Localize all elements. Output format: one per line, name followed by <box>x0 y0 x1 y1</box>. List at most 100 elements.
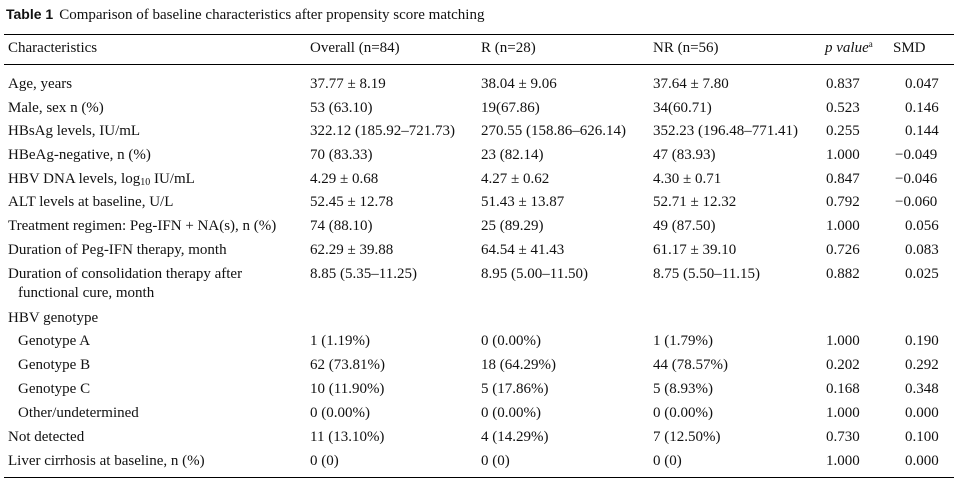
table-title: Comparison of baseline characteristics a… <box>59 7 485 23</box>
cell-r: 0 (0) <box>481 453 510 469</box>
cell-smd: 0.056 <box>905 218 939 234</box>
cell-p: 0.730 <box>826 429 860 445</box>
cell-nr: 49 (87.50) <box>653 218 716 234</box>
cell-p: 1.000 <box>826 147 860 163</box>
cell-nr: 4.30 ± 0.71 <box>653 171 722 187</box>
cell-overall: 0 (0) <box>310 453 339 469</box>
cell-overall: 0 (0.00%) <box>310 405 370 421</box>
cell-nr: 7 (12.50%) <box>653 429 721 445</box>
cell-p: 1.000 <box>826 453 860 469</box>
cell-nr: 61.17 ± 39.10 <box>653 242 737 258</box>
cell-r: 4.27 ± 0.62 <box>481 171 550 187</box>
cell-p: 1.000 <box>826 218 860 234</box>
cell-smd: 0.190 <box>905 333 939 349</box>
table-caption: Table 1 Comparison of baseline characteri… <box>6 6 484 24</box>
row-label: Age, years <box>8 76 73 92</box>
header-smd: SMD <box>893 40 926 56</box>
cell-overall: 1 (1.19%) <box>310 333 370 349</box>
cell-smd: −0.049 <box>895 147 938 163</box>
cell-nr: 47 (83.93) <box>653 147 716 163</box>
cell-p: 0.255 <box>826 123 860 139</box>
row-group-label: HBV genotype <box>8 310 99 326</box>
cell-smd: 0.083 <box>905 242 939 258</box>
cell-overall: 70 (83.33) <box>310 147 373 163</box>
cell-r: 0 (0.00%) <box>481 333 541 349</box>
cell-p: 0.168 <box>826 381 860 397</box>
cell-overall: 11 (13.10%) <box>310 429 385 445</box>
row-label: Genotype A <box>18 333 91 349</box>
cell-p: 0.202 <box>826 357 860 373</box>
cell-smd: 0.000 <box>905 405 939 421</box>
cell-nr: 0 (0.00%) <box>653 405 713 421</box>
row-label: HBV DNA levels, log10 IU/mL <box>8 171 195 188</box>
cell-r: 64.54 ± 41.43 <box>481 242 565 258</box>
cell-p: 0.837 <box>826 76 860 92</box>
cell-p: 0.882 <box>826 266 860 282</box>
cell-nr: 34(60.71) <box>653 100 712 116</box>
cell-overall: 62 (73.81%) <box>310 357 385 373</box>
cell-overall: 52.45 ± 12.78 <box>310 194 394 210</box>
cell-r: 23 (82.14) <box>481 147 544 163</box>
row-label: Other/undetermined <box>18 405 139 421</box>
cell-r: 18 (64.29%) <box>481 357 556 373</box>
cell-r: 51.43 ± 13.87 <box>481 194 565 210</box>
row-label: Treatment regimen: Peg-IFN + NA(s), n (%… <box>8 218 277 234</box>
cell-smd: −0.060 <box>895 194 938 210</box>
row-label: Duration of consolidation therapy after <box>8 266 243 282</box>
cell-r: 8.95 (5.00–11.50) <box>481 266 588 282</box>
cell-overall: 74 (88.10) <box>310 218 373 234</box>
cell-nr: 52.71 ± 12.32 <box>653 194 737 210</box>
cell-nr: 44 (78.57%) <box>653 357 728 373</box>
cell-smd: 0.100 <box>905 429 939 445</box>
cell-smd: 0.146 <box>905 100 939 116</box>
cell-p: 1.000 <box>826 333 860 349</box>
cell-nr: 5 (8.93%) <box>653 381 713 397</box>
cell-nr: 352.23 (196.48–771.41) <box>653 123 798 139</box>
row-label: Genotype B <box>18 357 91 373</box>
row-label: Duration of Peg-IFN therapy, month <box>8 242 227 258</box>
cell-overall: 62.29 ± 39.88 <box>310 242 394 258</box>
cell-overall: 37.77 ± 8.19 <box>310 76 386 92</box>
cell-r: 0 (0.00%) <box>481 405 541 421</box>
cell-nr: 8.75 (5.50–11.15) <box>653 266 760 282</box>
cell-r: 25 (89.29) <box>481 218 544 234</box>
cell-r: 38.04 ± 9.06 <box>481 76 557 92</box>
header-characteristics: Characteristics <box>8 40 98 56</box>
header-p-value: p valuea <box>825 39 873 57</box>
cell-overall: 4.29 ± 0.68 <box>310 171 379 187</box>
cell-p: 0.523 <box>826 100 860 116</box>
row-label: HBeAg-negative, n (%) <box>8 147 151 163</box>
row-label: ALT levels at baseline, U/L <box>8 194 174 210</box>
row-label: Not detected <box>8 429 85 445</box>
cell-smd: 0.292 <box>905 357 939 373</box>
cell-r: 270.55 (158.86–626.14) <box>481 123 626 139</box>
cell-smd: 0.047 <box>905 76 939 92</box>
cell-nr: 1 (1.79%) <box>653 333 713 349</box>
cell-nr: 0 (0) <box>653 453 682 469</box>
row-label: Male, sex n (%) <box>8 100 104 116</box>
cell-r: 19(67.86) <box>481 100 540 116</box>
cell-p: 0.847 <box>826 171 860 187</box>
row-label-continued: functional cure, month <box>18 285 155 301</box>
cell-r: 5 (17.86%) <box>481 381 549 397</box>
row-label: Genotype C <box>18 381 91 397</box>
row-label: HBsAg levels, IU/mL <box>8 123 141 139</box>
cell-r: 4 (14.29%) <box>481 429 549 445</box>
cell-p: 0.726 <box>826 242 860 258</box>
cell-smd: 0.025 <box>905 266 939 282</box>
cell-smd: 0.000 <box>905 453 939 469</box>
header-overall: Overall (n=84) <box>310 40 400 56</box>
row-label: Liver cirrhosis at baseline, n (%) <box>8 453 205 469</box>
cell-overall: 10 (11.90%) <box>310 381 385 397</box>
table-label: Table 1 <box>6 6 54 22</box>
header-rule <box>4 64 954 65</box>
cell-p: 0.792 <box>826 194 860 210</box>
cell-smd: 0.348 <box>905 381 939 397</box>
top-rule <box>4 34 954 35</box>
cell-overall: 322.12 (185.92–721.73) <box>310 123 455 139</box>
header-nr: NR (n=56) <box>653 40 719 56</box>
cell-overall: 8.85 (5.35–11.25) <box>310 266 417 282</box>
bottom-rule <box>4 477 954 478</box>
cell-p: 1.000 <box>826 405 860 421</box>
cell-smd: 0.144 <box>905 123 939 139</box>
